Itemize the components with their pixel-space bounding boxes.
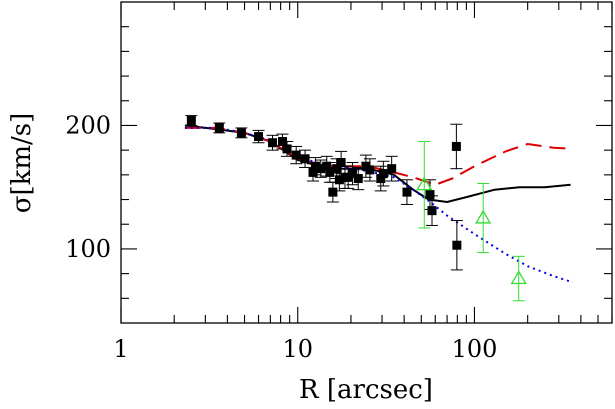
- data-point-triangle: [416, 176, 433, 191]
- data-point-square: [325, 167, 335, 177]
- x-tick-label: 10: [282, 335, 313, 363]
- data-point-square: [308, 167, 318, 177]
- error-bars: [185, 115, 525, 302]
- x-axis-label: R [arcsec]: [299, 375, 433, 405]
- data-point-square: [282, 144, 292, 154]
- data-point-square: [336, 158, 346, 167]
- data-point-square: [310, 161, 320, 171]
- data-points: [186, 116, 527, 285]
- model-line-dotted: [184, 126, 574, 284]
- data-point-square: [427, 206, 437, 216]
- plot-frame: [120, 1, 613, 324]
- x-tick-label: 1: [113, 335, 128, 363]
- data-point-square: [347, 169, 357, 179]
- y-tick-label: 200: [65, 111, 111, 139]
- model-lines: [184, 124, 574, 284]
- data-point-square: [425, 190, 435, 200]
- data-point-square: [402, 187, 412, 197]
- data-point-square: [376, 174, 386, 184]
- x-tick-label: 100: [452, 335, 498, 363]
- data-point-square: [332, 164, 342, 174]
- axis-ticks: [120, 2, 613, 323]
- data-point-square: [316, 164, 326, 174]
- data-point-square: [291, 150, 301, 160]
- data-point-square: [268, 138, 278, 148]
- data-point-square: [214, 123, 224, 133]
- data-point-square: [334, 175, 344, 185]
- data-point-square: [300, 154, 310, 164]
- data-point-square: [452, 240, 462, 250]
- data-point-square: [451, 141, 461, 151]
- y-tick-label: 100: [65, 235, 111, 263]
- data-point-triangle: [510, 270, 527, 285]
- data-point-square: [278, 137, 288, 147]
- data-point-square: [236, 128, 246, 138]
- data-point-square: [186, 116, 196, 126]
- tick-labels: 1 10 100 100 200: [65, 111, 497, 363]
- y-axis-label: σ[km/s]: [7, 113, 37, 214]
- data-point-square: [353, 174, 363, 184]
- data-point-square: [365, 165, 375, 175]
- data-point-triangle: [475, 209, 492, 224]
- data-point-square: [254, 132, 264, 142]
- data-point-square: [322, 161, 332, 171]
- data-point-square: [378, 169, 388, 179]
- data-point-square: [387, 164, 397, 174]
- data-point-square: [328, 187, 338, 197]
